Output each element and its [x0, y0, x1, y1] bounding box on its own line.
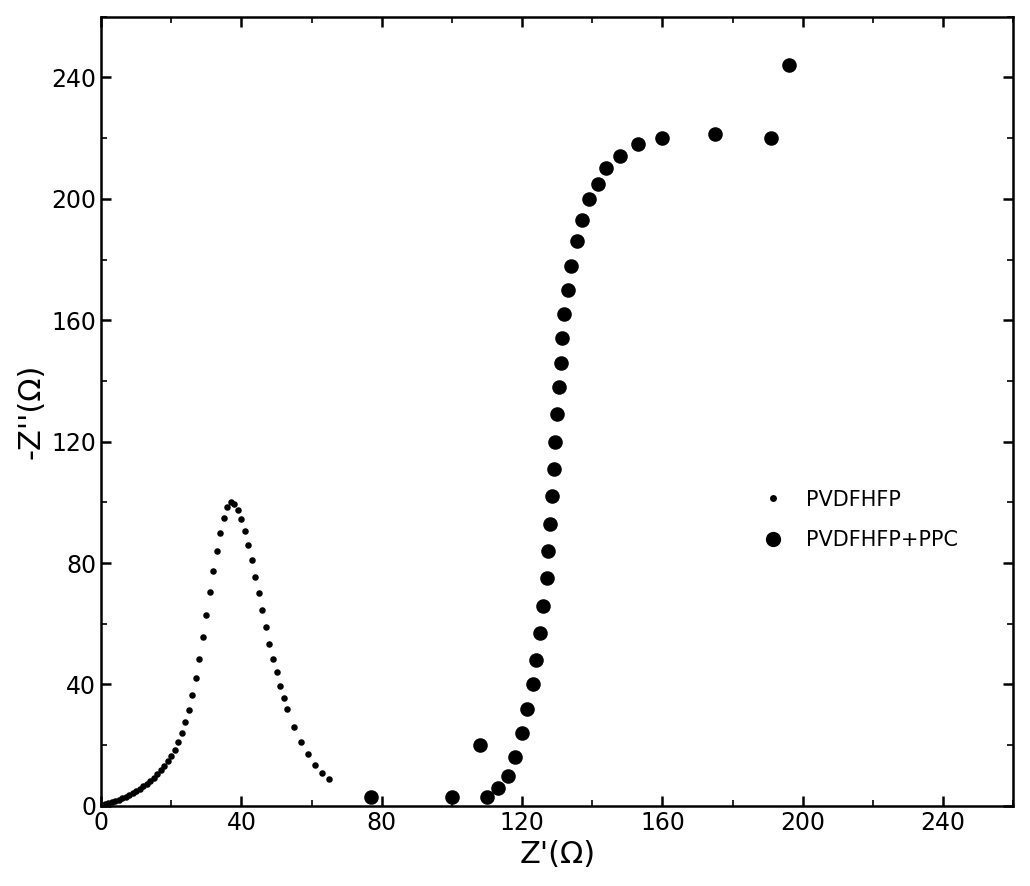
- Point: [227, 497, 243, 511]
- Point: [574, 213, 590, 227]
- Point: [321, 772, 338, 786]
- Y-axis label: -Z''(Ω): -Z''(Ω): [16, 363, 45, 459]
- Point: [528, 653, 545, 667]
- Point: [279, 702, 296, 716]
- Point: [275, 691, 291, 705]
- Point: [535, 598, 551, 612]
- Point: [209, 544, 226, 558]
- Point: [138, 777, 154, 791]
- Point: [507, 750, 523, 765]
- Point: [121, 788, 137, 802]
- Point: [230, 503, 246, 517]
- Point: [222, 495, 239, 509]
- Legend: PVDFHFP, PVDFHFP+PPC: PVDFHFP, PVDFHFP+PPC: [744, 481, 966, 559]
- Point: [479, 789, 495, 804]
- Point: [184, 688, 201, 703]
- Point: [152, 763, 169, 777]
- Point: [612, 149, 628, 163]
- Point: [233, 512, 249, 526]
- Point: [444, 789, 460, 804]
- Point: [160, 754, 176, 768]
- Point: [132, 781, 148, 796]
- Point: [177, 715, 194, 729]
- Point: [514, 726, 530, 740]
- Point: [549, 408, 565, 422]
- Point: [247, 570, 264, 584]
- Point: [763, 131, 780, 145]
- Point: [307, 758, 323, 772]
- Point: [654, 131, 671, 145]
- Point: [180, 703, 197, 718]
- Point: [552, 355, 569, 369]
- Point: [198, 608, 214, 622]
- Point: [215, 510, 232, 525]
- Point: [244, 553, 261, 567]
- Point: [202, 585, 218, 599]
- Point: [554, 331, 571, 346]
- Point: [524, 678, 541, 692]
- Point: [551, 380, 568, 394]
- Point: [97, 797, 113, 812]
- Point: [547, 434, 563, 448]
- Point: [531, 626, 548, 640]
- X-axis label: Z'(Ω): Z'(Ω): [519, 840, 595, 869]
- Point: [544, 489, 560, 503]
- Point: [581, 191, 597, 206]
- Point: [142, 774, 159, 789]
- Point: [205, 563, 221, 578]
- Point: [163, 749, 179, 763]
- Point: [629, 137, 646, 152]
- Point: [187, 672, 204, 686]
- Point: [500, 768, 516, 782]
- Point: [559, 283, 576, 297]
- Point: [598, 161, 615, 175]
- Point: [542, 517, 558, 531]
- Point: [117, 789, 134, 804]
- Point: [149, 767, 166, 781]
- Point: [472, 738, 488, 752]
- Point: [546, 462, 562, 476]
- Point: [285, 720, 302, 734]
- Point: [103, 796, 119, 810]
- Point: [167, 742, 183, 757]
- Point: [156, 758, 172, 773]
- Point: [135, 780, 151, 794]
- Point: [272, 679, 288, 693]
- Point: [170, 735, 186, 750]
- Point: [100, 797, 116, 811]
- Point: [128, 784, 144, 798]
- Point: [539, 571, 555, 586]
- Point: [265, 651, 281, 665]
- Point: [707, 127, 723, 141]
- Point: [212, 525, 229, 540]
- Point: [258, 619, 274, 633]
- Point: [300, 747, 316, 761]
- Point: [250, 587, 267, 601]
- Point: [262, 636, 278, 650]
- Point: [254, 603, 271, 618]
- Point: [173, 726, 190, 740]
- Point: [519, 702, 536, 716]
- Point: [363, 789, 379, 804]
- Point: [240, 538, 256, 552]
- Point: [563, 259, 580, 273]
- Point: [293, 735, 309, 750]
- Point: [556, 307, 573, 322]
- Point: [589, 176, 606, 190]
- Point: [489, 781, 506, 795]
- Point: [114, 791, 131, 805]
- Point: [192, 651, 208, 665]
- Point: [237, 525, 253, 539]
- Point: [219, 500, 236, 514]
- Point: [314, 766, 331, 780]
- Point: [110, 793, 127, 807]
- Point: [540, 544, 556, 558]
- Point: [268, 665, 284, 680]
- Point: [145, 771, 162, 785]
- Point: [107, 794, 124, 808]
- Point: [125, 786, 141, 800]
- Point: [781, 58, 797, 73]
- Point: [569, 234, 585, 248]
- Point: [195, 630, 211, 644]
